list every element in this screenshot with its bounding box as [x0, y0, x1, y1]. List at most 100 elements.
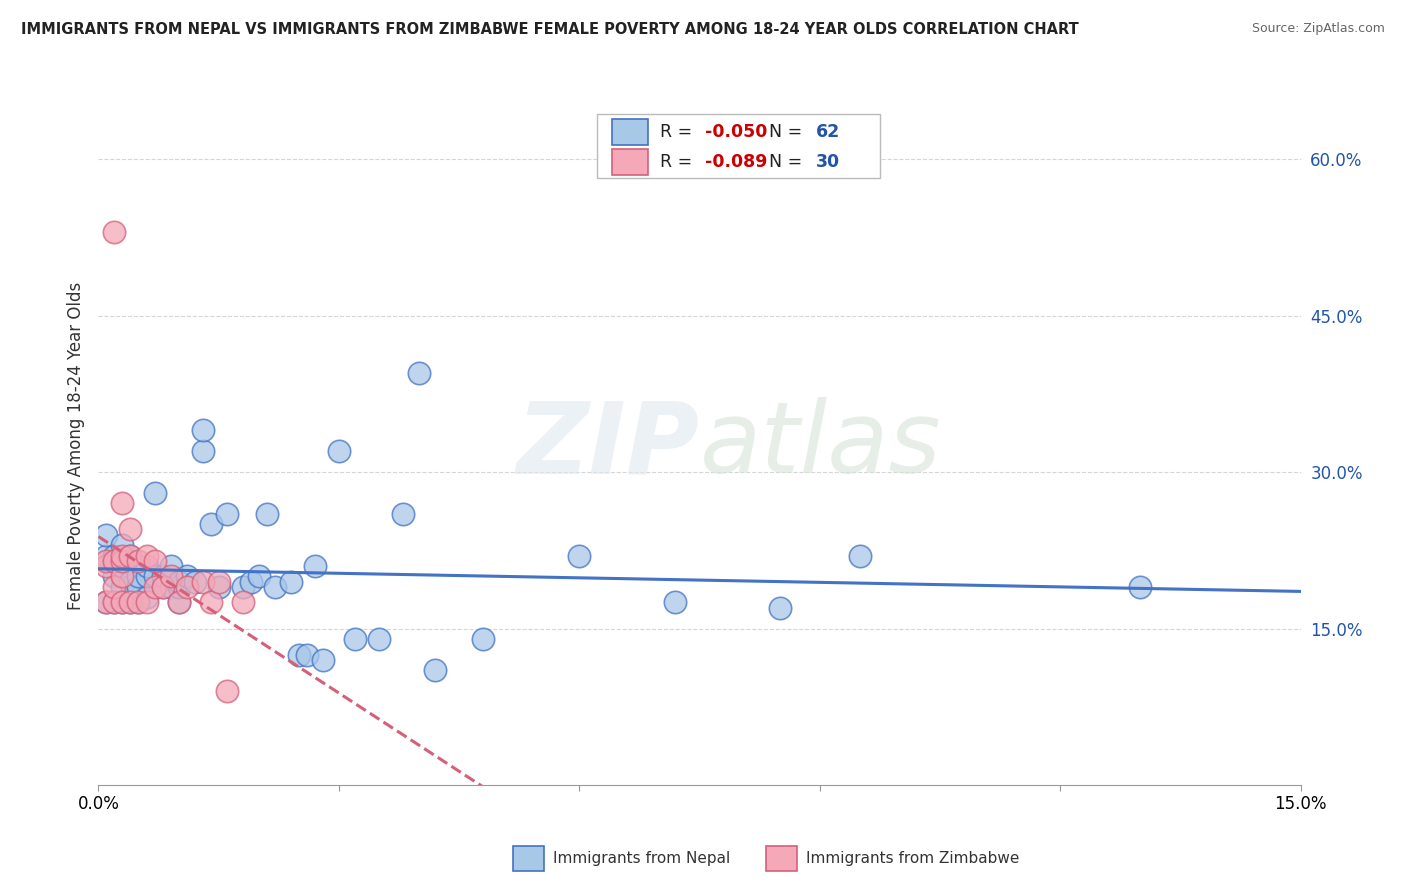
Point	[312, 653, 335, 667]
Point	[159, 569, 181, 583]
Point	[111, 538, 134, 552]
Point	[135, 591, 157, 605]
Point	[135, 549, 157, 563]
Point	[256, 507, 278, 521]
Point	[152, 580, 174, 594]
Text: ZIP: ZIP	[516, 398, 700, 494]
Point	[191, 444, 214, 458]
Point	[568, 549, 591, 563]
Point	[111, 558, 134, 573]
Point	[111, 569, 134, 583]
Point	[143, 554, 166, 568]
Point	[423, 663, 446, 677]
Point	[191, 423, 214, 437]
Point	[263, 580, 285, 594]
Point	[120, 574, 142, 589]
Point	[120, 549, 142, 563]
Text: Source: ZipAtlas.com: Source: ZipAtlas.com	[1251, 22, 1385, 36]
Point	[849, 549, 872, 563]
Point	[1129, 580, 1152, 594]
Point	[111, 580, 134, 594]
Point	[111, 496, 134, 510]
Point	[128, 595, 150, 609]
Point	[167, 595, 190, 609]
Text: Immigrants from Zimbabwe: Immigrants from Zimbabwe	[806, 851, 1019, 865]
Bar	[612, 149, 648, 175]
Text: N =: N =	[758, 123, 808, 141]
Point	[128, 569, 150, 583]
Point	[472, 632, 495, 646]
Point	[128, 595, 150, 609]
Point	[304, 558, 326, 573]
Point	[128, 554, 150, 568]
Point	[664, 595, 686, 609]
Point	[368, 632, 391, 646]
Point	[769, 600, 792, 615]
Point	[103, 595, 125, 609]
Point	[135, 558, 157, 573]
Point	[200, 595, 222, 609]
Point	[215, 507, 238, 521]
Point	[239, 574, 262, 589]
Point	[208, 580, 231, 594]
Point	[176, 580, 198, 594]
Point	[232, 580, 254, 594]
Point	[111, 595, 134, 609]
Point	[167, 580, 190, 594]
Point	[343, 632, 366, 646]
Point	[96, 595, 118, 609]
Point	[247, 569, 270, 583]
Point	[159, 558, 181, 573]
Point	[96, 595, 118, 609]
Text: 30: 30	[815, 153, 841, 171]
Point	[111, 554, 134, 568]
Text: atlas: atlas	[700, 398, 941, 494]
Point	[143, 486, 166, 500]
Text: Immigrants from Nepal: Immigrants from Nepal	[553, 851, 730, 865]
Point	[111, 554, 134, 568]
Point	[120, 549, 142, 563]
Point	[167, 574, 190, 589]
Point	[120, 595, 142, 609]
Text: 62: 62	[815, 123, 841, 141]
Point	[103, 554, 125, 568]
Point	[143, 569, 166, 583]
Point	[111, 569, 134, 583]
Point	[232, 595, 254, 609]
Point	[135, 569, 157, 583]
Point	[103, 554, 125, 568]
Text: N =: N =	[758, 153, 808, 171]
Point	[120, 523, 142, 537]
Point	[183, 574, 205, 589]
Point	[96, 549, 118, 563]
Point	[143, 580, 166, 594]
Text: IMMIGRANTS FROM NEPAL VS IMMIGRANTS FROM ZIMBABWE FEMALE POVERTY AMONG 18-24 YEA: IMMIGRANTS FROM NEPAL VS IMMIGRANTS FROM…	[21, 22, 1078, 37]
Bar	[612, 119, 648, 145]
Point	[103, 549, 125, 563]
Point	[120, 595, 142, 609]
Point	[103, 554, 125, 568]
Point	[120, 591, 142, 605]
Point	[392, 507, 415, 521]
Point	[128, 580, 150, 594]
Point	[96, 558, 118, 573]
Point	[152, 569, 174, 583]
Point	[208, 574, 231, 589]
Text: -0.089: -0.089	[706, 153, 768, 171]
Point	[103, 225, 125, 239]
Point	[191, 574, 214, 589]
Text: -0.050: -0.050	[706, 123, 768, 141]
Point	[135, 595, 157, 609]
Point	[103, 595, 125, 609]
Point	[96, 527, 118, 541]
FancyBboxPatch shape	[598, 114, 880, 178]
Point	[167, 595, 190, 609]
Point	[152, 580, 174, 594]
Point	[215, 684, 238, 698]
Point	[111, 549, 134, 563]
Point	[96, 554, 118, 568]
Text: R =: R =	[659, 123, 697, 141]
Point	[408, 366, 430, 380]
Y-axis label: Female Poverty Among 18-24 Year Olds: Female Poverty Among 18-24 Year Olds	[66, 282, 84, 610]
Point	[103, 569, 125, 583]
